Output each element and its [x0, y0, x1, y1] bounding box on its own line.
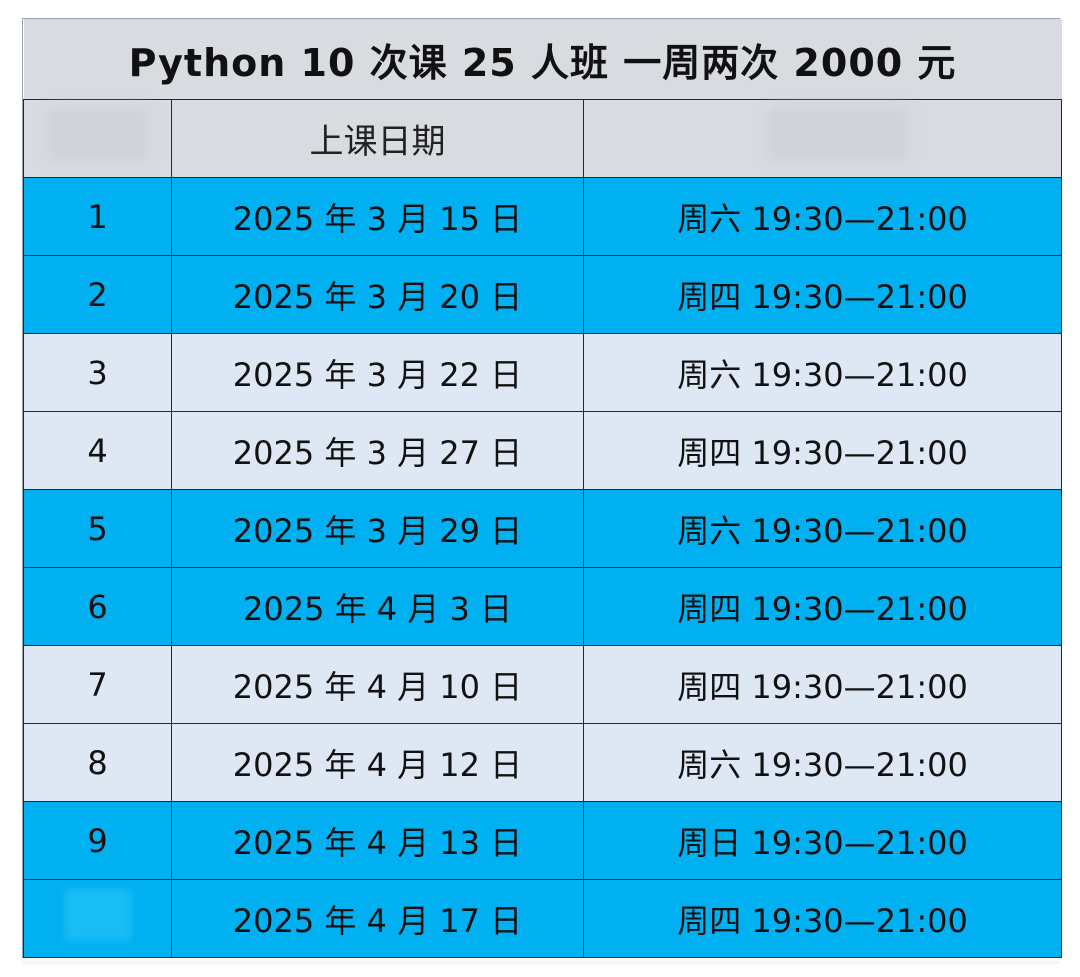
blurred-header-patch	[767, 106, 908, 162]
session-number-cell: 3	[23, 333, 172, 412]
session-date-cell: 2025 年 4 月 17 日	[171, 879, 584, 958]
table-row: 2 2025 年 3 月 20 日周四 19:30—21:00	[23, 255, 1063, 334]
table-row: 9 2025 年 4 月 13 日周日 19:30—21:00	[23, 801, 1063, 880]
session-number-cell: 7	[23, 645, 172, 724]
header-index-cell	[23, 99, 172, 178]
table-row: 7 2025 年 4 月 10 日周四 19:30—21:00	[23, 645, 1063, 724]
session-date-cell: 2025 年 4 月 12 日	[171, 723, 584, 802]
session-time-cell: 周六 19:30—21:00	[582, 333, 1063, 412]
session-date-cell: 2025 年 4 月 3 日	[171, 567, 584, 646]
session-number-cell: 6	[23, 567, 172, 646]
table-row: 6 2025 年 4 月 3 日周四 19:30—21:00	[23, 567, 1063, 646]
session-time-cell: 周六 19:30—21:00	[582, 489, 1063, 568]
session-number-cell: 4	[23, 411, 172, 490]
blurred-number-patch	[64, 888, 131, 941]
table-row: 1 2025 年 3 月 15 日周六 19:30—21:00	[23, 177, 1063, 256]
session-time-cell: 周四 19:30—21:00	[582, 411, 1063, 490]
table-row: 2025 年 4 月 17 日周四 19:30—21:00	[23, 879, 1063, 958]
table-row: 8 2025 年 4 月 12 日周六 19:30—21:00	[23, 723, 1063, 802]
blurred-header-patch	[47, 107, 148, 161]
session-time-cell: 周四 19:30—21:00	[582, 255, 1063, 334]
session-number-cell: 5	[23, 489, 172, 568]
table-title: Python 10 次课 25 人班 一周两次 2000 元	[23, 19, 1062, 100]
session-time-cell: 周六 19:30—21:00	[582, 723, 1063, 802]
schedule-sheet: Python 10 次课 25 人班 一周两次 2000 元 上课日期 1 202…	[22, 18, 1063, 962]
session-date-cell: 2025 年 3 月 27 日	[171, 411, 584, 490]
header-date-cell: 上课日期	[171, 99, 584, 178]
session-date-cell: 2025 年 3 月 20 日	[171, 255, 584, 334]
session-number-cell: 1	[23, 177, 172, 256]
session-number-cell: 8	[23, 723, 172, 802]
schedule-table: Python 10 次课 25 人班 一周两次 2000 元 上课日期 1 202…	[23, 19, 1063, 958]
session-date-cell: 2025 年 3 月 29 日	[171, 489, 584, 568]
session-number-cell: 2	[23, 255, 172, 334]
table-row: 5 2025 年 3 月 29 日周六 19:30—21:00	[23, 489, 1063, 568]
table-row: 4 2025 年 3 月 27 日周四 19:30—21:00	[23, 411, 1063, 490]
session-date-cell: 2025 年 4 月 10 日	[171, 645, 584, 724]
session-time-cell: 周四 19:30—21:00	[582, 567, 1063, 646]
session-date-cell: 2025 年 4 月 13 日	[171, 801, 584, 880]
session-time-cell: 周日 19:30—21:00	[582, 801, 1063, 880]
title-row: Python 10 次课 25 人班 一周两次 2000 元	[23, 19, 1062, 100]
table-row: 3 2025 年 3 月 22 日周六 19:30—21:00	[23, 333, 1063, 412]
header-time-cell	[582, 99, 1063, 178]
session-number-cell	[23, 879, 172, 958]
session-date-cell: 2025 年 3 月 15 日	[171, 177, 584, 256]
session-time-cell: 周四 19:30—21:00	[582, 879, 1063, 958]
session-date-cell: 2025 年 3 月 22 日	[171, 333, 584, 412]
session-number-cell: 9	[23, 801, 172, 880]
session-time-cell: 周六 19:30—21:00	[582, 177, 1063, 256]
session-time-cell: 周四 19:30—21:00	[582, 645, 1063, 724]
bottom-edge	[22, 958, 1060, 964]
header-row: 上课日期	[23, 99, 1063, 178]
